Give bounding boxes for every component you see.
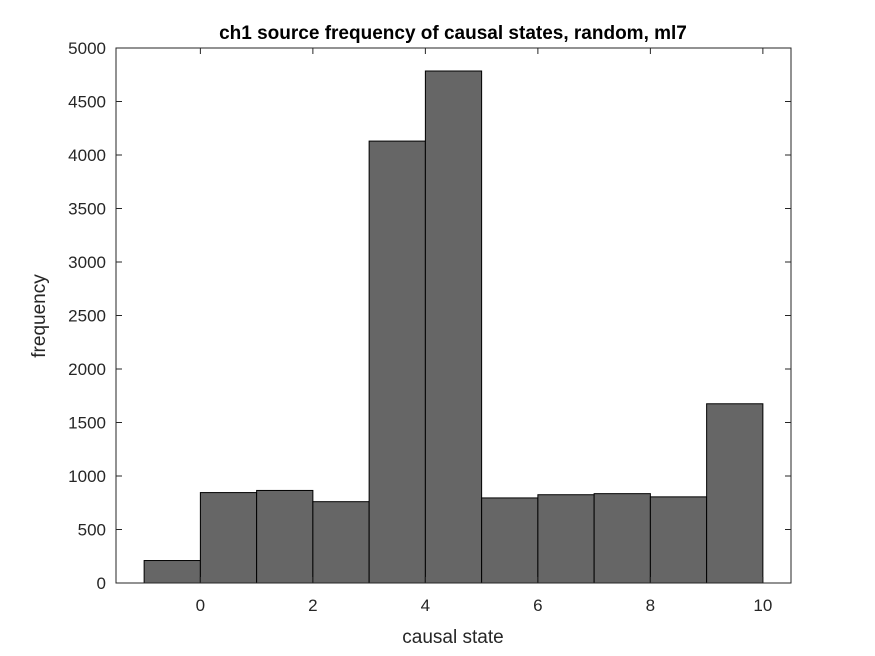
histogram-bar <box>368 140 426 584</box>
histogram-bar <box>256 489 314 584</box>
histogram-bar <box>649 496 708 584</box>
histogram-bar <box>312 501 370 584</box>
y-axis-label: frequency <box>29 274 50 358</box>
y-tick-label: 4500 <box>68 93 106 112</box>
histogram-bar <box>481 497 539 584</box>
x-axis-label: causal state <box>402 627 503 648</box>
histogram-bar <box>143 560 201 584</box>
y-tick-label: 1000 <box>68 467 106 486</box>
histogram-bar <box>199 492 258 584</box>
histogram-bar <box>593 493 651 584</box>
x-tick-label: 0 <box>196 596 205 615</box>
y-tick-label: 3500 <box>68 200 106 219</box>
x-tick-label: 6 <box>533 596 542 615</box>
y-tick-label: 0 <box>97 574 106 593</box>
histogram-bar <box>706 403 764 584</box>
y-tick-label: 5000 <box>68 39 106 58</box>
y-tick-label: 1500 <box>68 414 106 433</box>
y-tick-label: 500 <box>78 521 106 540</box>
y-tick-label: 2500 <box>68 307 106 326</box>
y-tick-label: 4000 <box>68 146 106 165</box>
x-tick-label: 10 <box>753 596 772 615</box>
x-tick-label: 2 <box>308 596 317 615</box>
x-tick-label: 8 <box>646 596 655 615</box>
y-axis-ticks: 0 500 1000 1500 2000 2500 3000 3500 4000 4500 5000 <box>68 39 791 593</box>
y-tick-label: 2000 <box>68 360 106 379</box>
chart-title: ch1 source frequency of causal states, r… <box>219 23 687 44</box>
histogram-bar <box>424 70 483 584</box>
x-axis-ticks: 0 2 4 6 8 10 <box>196 48 772 615</box>
histogram-bar <box>537 494 595 584</box>
y-tick-label: 3000 <box>68 253 106 272</box>
bars-group <box>143 70 764 584</box>
x-tick-label: 4 <box>421 596 430 615</box>
